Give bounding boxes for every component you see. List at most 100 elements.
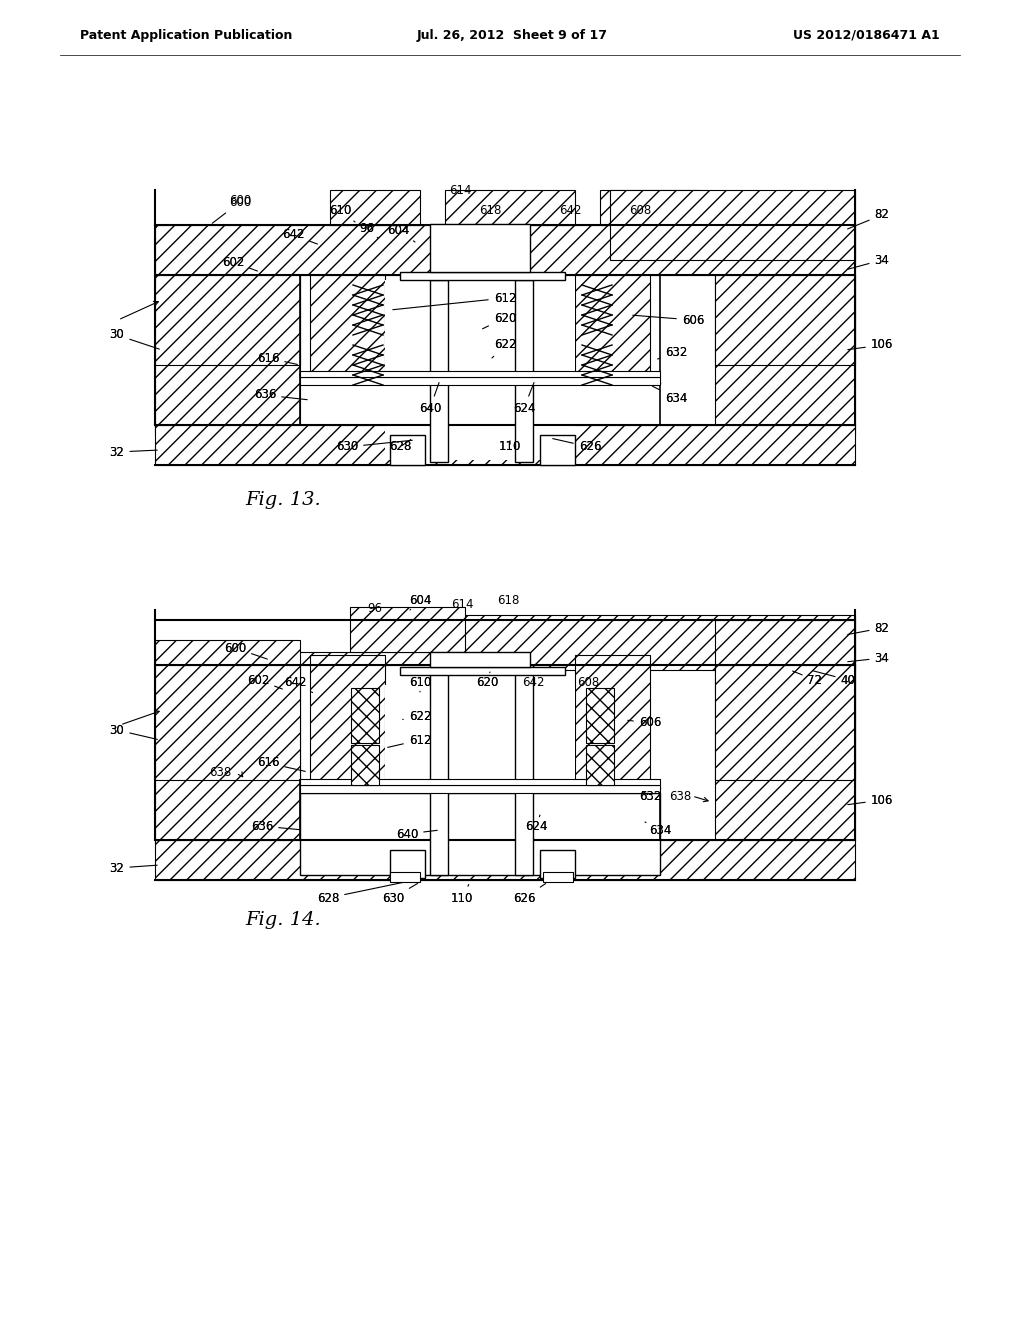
Text: Patent Application Publication: Patent Application Publication xyxy=(80,29,293,41)
Text: 626: 626 xyxy=(553,438,601,454)
Text: 610: 610 xyxy=(409,676,431,692)
Text: 30: 30 xyxy=(110,723,158,739)
Text: 602: 602 xyxy=(247,673,269,686)
Text: 638: 638 xyxy=(209,767,231,780)
Bar xyxy=(350,607,465,652)
Text: 618: 618 xyxy=(479,203,501,216)
Text: 608: 608 xyxy=(629,203,651,216)
Text: 82: 82 xyxy=(848,209,890,228)
Text: 622: 622 xyxy=(492,338,516,358)
Text: 628: 628 xyxy=(316,891,339,904)
Text: 610: 610 xyxy=(329,203,355,222)
Text: 642: 642 xyxy=(284,676,306,689)
Bar xyxy=(715,665,855,780)
Text: 612: 612 xyxy=(494,292,516,305)
Text: 634: 634 xyxy=(665,392,687,404)
Text: 642: 642 xyxy=(522,676,544,689)
Text: 72: 72 xyxy=(793,671,822,686)
Text: 632: 632 xyxy=(665,346,687,359)
Text: 110: 110 xyxy=(499,441,521,454)
Text: 624: 624 xyxy=(513,401,536,414)
Bar xyxy=(155,224,855,275)
Text: 636: 636 xyxy=(254,388,307,401)
Text: 614: 614 xyxy=(451,598,473,610)
Bar xyxy=(586,688,614,742)
Bar xyxy=(600,190,700,224)
Text: 612: 612 xyxy=(393,292,516,310)
Text: 616: 616 xyxy=(257,351,280,364)
Text: 608: 608 xyxy=(577,676,599,689)
Text: 96: 96 xyxy=(368,602,383,615)
Text: 610: 610 xyxy=(409,676,431,689)
Text: 606: 606 xyxy=(628,717,662,730)
Text: 606: 606 xyxy=(682,314,705,326)
Text: 604: 604 xyxy=(387,223,410,236)
Bar xyxy=(155,425,855,465)
Bar xyxy=(351,688,379,742)
Text: 40: 40 xyxy=(841,673,855,686)
Bar xyxy=(445,190,575,224)
Text: 34: 34 xyxy=(848,253,890,269)
Text: Jul. 26, 2012  Sheet 9 of 17: Jul. 26, 2012 Sheet 9 of 17 xyxy=(417,29,607,41)
Text: US 2012/0186471 A1: US 2012/0186471 A1 xyxy=(794,29,940,41)
Bar xyxy=(351,744,379,785)
Text: 32: 32 xyxy=(110,446,125,458)
Text: 614: 614 xyxy=(449,183,471,197)
Text: 600: 600 xyxy=(212,195,251,223)
Text: 106: 106 xyxy=(848,793,893,807)
Text: 604: 604 xyxy=(409,594,431,610)
Bar xyxy=(610,190,855,260)
Text: 106: 106 xyxy=(848,338,893,351)
Bar xyxy=(300,793,660,875)
Bar xyxy=(515,665,534,875)
Text: 610: 610 xyxy=(329,203,351,216)
Bar xyxy=(430,224,530,272)
Text: 32: 32 xyxy=(110,446,158,458)
Text: 600: 600 xyxy=(224,642,267,659)
Bar xyxy=(540,436,575,465)
Text: 620: 620 xyxy=(476,676,499,689)
Text: 628: 628 xyxy=(316,883,402,904)
Text: 640: 640 xyxy=(419,401,441,414)
Text: 30: 30 xyxy=(110,329,160,348)
Text: 640: 640 xyxy=(396,828,437,841)
Text: Fig. 14.: Fig. 14. xyxy=(245,911,321,929)
Text: 110: 110 xyxy=(451,884,473,904)
Text: 636: 636 xyxy=(251,820,273,833)
Text: 628: 628 xyxy=(389,440,412,454)
Text: 622: 622 xyxy=(409,710,431,722)
Text: 632: 632 xyxy=(639,789,662,803)
Bar xyxy=(310,275,385,380)
Text: 106: 106 xyxy=(870,338,893,351)
Text: 606: 606 xyxy=(633,314,705,326)
Bar xyxy=(155,275,300,436)
Text: 620: 620 xyxy=(482,312,516,329)
Bar xyxy=(155,275,300,366)
Text: 630: 630 xyxy=(382,883,418,904)
Text: Fig. 13.: Fig. 13. xyxy=(245,491,321,510)
Text: 630: 630 xyxy=(336,441,413,454)
Bar xyxy=(330,190,420,224)
Bar xyxy=(400,272,565,280)
Bar xyxy=(155,840,855,880)
Text: 620: 620 xyxy=(476,672,499,689)
Text: 626: 626 xyxy=(513,891,536,904)
Text: 604: 604 xyxy=(409,594,431,606)
Text: 110: 110 xyxy=(451,891,473,904)
Bar xyxy=(310,655,385,789)
Text: 642: 642 xyxy=(284,676,312,693)
Bar xyxy=(586,744,614,785)
Text: 34: 34 xyxy=(848,652,890,664)
Text: 616: 616 xyxy=(257,756,280,770)
Text: 632: 632 xyxy=(657,346,687,359)
Text: 624: 624 xyxy=(524,820,547,833)
Text: 624: 624 xyxy=(524,814,547,833)
Text: 630: 630 xyxy=(382,891,404,904)
Bar xyxy=(155,640,300,840)
Text: 34: 34 xyxy=(874,253,890,267)
Text: 32: 32 xyxy=(110,862,158,874)
Text: 40: 40 xyxy=(813,671,855,686)
Text: 96: 96 xyxy=(359,222,378,238)
Text: 32: 32 xyxy=(110,862,125,874)
Bar xyxy=(385,280,575,459)
